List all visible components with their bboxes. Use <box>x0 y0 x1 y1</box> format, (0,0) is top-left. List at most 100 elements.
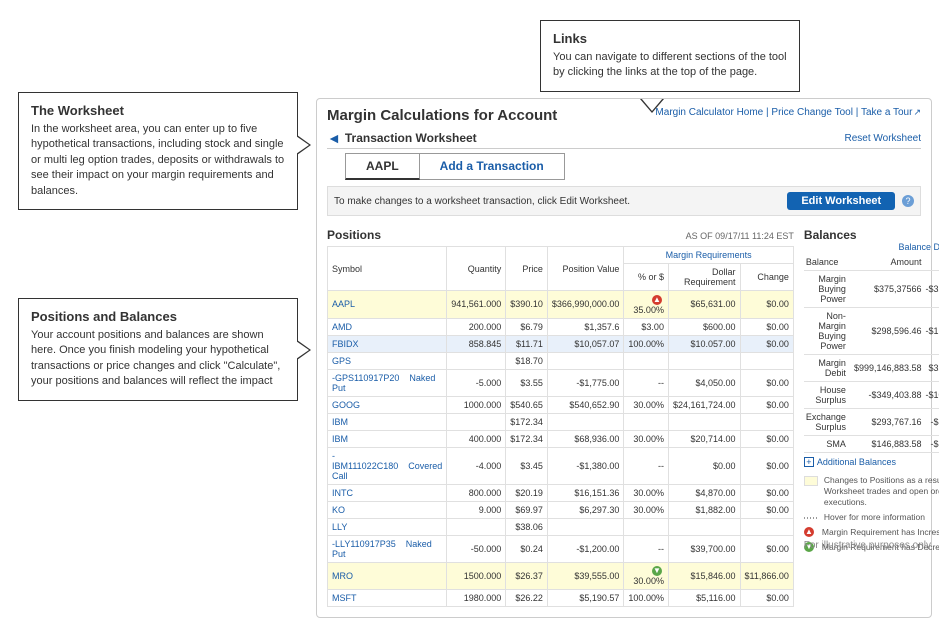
table-row: KO9.000$69.97$6,297.3030.00%$1,882.00$0.… <box>328 501 794 518</box>
col-group-margin[interactable]: Margin Requirements <box>624 247 793 264</box>
table-row: -LLY110917P35 Naked Put-50.000$0.24-$1,2… <box>328 535 794 562</box>
symbol-cell[interactable]: IBM <box>328 430 447 447</box>
qty-cell: 1500.000 <box>447 562 506 590</box>
balance-label: Margin Buying Power <box>804 271 852 308</box>
page-title: Margin Calculations for Account <box>327 107 557 124</box>
price-cell: $172.34 <box>506 430 548 447</box>
dollarreq-cell: $4,050.00 <box>668 369 740 396</box>
balance-row: SMA$146,883.58-$8,394.88 <box>804 436 939 453</box>
posval-cell: $1,357.6 <box>547 318 624 335</box>
change-cell <box>740 413 793 430</box>
balance-amount: $293,767.16 <box>852 409 924 436</box>
posval-cell: $6,297.30 <box>547 501 624 518</box>
symbol-cell[interactable]: MSFT <box>328 590 447 607</box>
symbol-cell[interactable]: IBM <box>328 413 447 430</box>
dollarreq-cell: $65,631.00 <box>668 291 740 319</box>
pct-cell: $3.00 <box>624 318 669 335</box>
price-cell: $26.22 <box>506 590 548 607</box>
balance-label: SMA <box>804 436 852 453</box>
table-row: MSFT1980.000$26.22$5,190.57100.00%$5,116… <box>328 590 794 607</box>
qty-cell <box>447 518 506 535</box>
help-icon[interactable]: ? <box>902 195 914 207</box>
posval-cell: $10,057.07 <box>547 335 624 352</box>
posval-cell: $39,555.00 <box>547 562 624 590</box>
callout-worksheet-pointer <box>297 135 311 155</box>
positions-asof: AS OF 09/17/11 11:24 EST <box>686 231 794 241</box>
edit-worksheet-button[interactable]: Edit Worksheet <box>787 192 895 210</box>
symbol-cell[interactable]: INTC <box>328 484 447 501</box>
collapse-icon[interactable]: ◄ <box>327 130 341 146</box>
nav-price-link[interactable]: Price Change Tool <box>771 107 853 118</box>
col-posval: Position Value <box>547 247 624 291</box>
symbol-cell[interactable]: -GPS110917P20 Naked Put <box>328 369 447 396</box>
bal-col-balance: Balance <box>804 254 852 271</box>
up-icon: ▲ <box>652 295 662 305</box>
col-change: Change <box>740 264 793 291</box>
pct-cell: ▼30.00% <box>624 562 669 590</box>
tab-aapl[interactable]: AAPL <box>345 153 420 180</box>
worksheet-title: Transaction Worksheet <box>345 131 477 145</box>
change-cell: $0.00 <box>740 535 793 562</box>
dollarreq-cell: $4,870.00 <box>668 484 740 501</box>
pct-cell: ▲35.00% <box>624 291 669 319</box>
qty-cell: 800.000 <box>447 484 506 501</box>
symbol-cell[interactable]: -LLY110917P35 Naked Put <box>328 535 447 562</box>
legend-yellow-text: Changes to Positions as a result of Work… <box>824 475 939 508</box>
callout-positions-title: Positions and Balances <box>31 309 285 324</box>
table-row: GOOG1000.000$540.65$540,652.9030.00%$24,… <box>328 396 794 413</box>
posval-cell: $366,990,000.00 <box>547 291 624 319</box>
dollarreq-cell <box>668 518 740 535</box>
change-cell: $0.00 <box>740 369 793 396</box>
symbol-cell[interactable]: GOOG <box>328 396 447 413</box>
dollarreq-cell: $24,161,724.00 <box>668 396 740 413</box>
callout-positions: Positions and Balances Your account posi… <box>18 298 298 401</box>
pct-cell: -- <box>624 535 669 562</box>
bal-col-amount: Amount <box>852 254 924 271</box>
dollarreq-cell: $0.00 <box>668 447 740 484</box>
change-cell: $0.00 <box>740 430 793 447</box>
pct-cell: 30.00% <box>624 396 669 413</box>
dollarreq-cell: $5,116.00 <box>668 590 740 607</box>
callout-positions-body: Your account positions and balances are … <box>31 328 285 390</box>
symbol-cell[interactable]: FBIDX <box>328 335 447 352</box>
legend-hover-text: Hover for more information <box>824 512 925 523</box>
qty-cell: 858.845 <box>447 335 506 352</box>
table-row: IBM$172.34 <box>328 413 794 430</box>
price-cell: $3.45 <box>506 447 548 484</box>
balance-definitions-link[interactable]: Balance Definitions <box>804 242 939 252</box>
balances-table: Balance Amount Change Margin Buying Powe… <box>804 254 939 453</box>
additional-balances-link[interactable]: +Additional Balances <box>804 457 939 467</box>
balance-change: -$16,433.00 <box>924 308 939 355</box>
plus-icon: + <box>804 457 814 467</box>
price-cell: $18.70 <box>506 352 548 369</box>
nav-home-link[interactable]: Margin Calculator Home <box>655 107 763 118</box>
symbol-cell[interactable]: LLY <box>328 518 447 535</box>
callout-links-body: You can navigate to different sections o… <box>553 50 787 81</box>
pct-cell: -- <box>624 447 669 484</box>
legend-swatch-yellow <box>804 476 818 486</box>
symbol-cell[interactable]: GPS <box>328 352 447 369</box>
balance-change: -$8,525.00 <box>924 409 939 436</box>
pct-cell: 100.00% <box>624 335 669 352</box>
table-row: AAPL941,561.000$390.10$366,990,000.00▲35… <box>328 291 794 319</box>
qty-cell: 1000.000 <box>447 396 506 413</box>
qty-cell: 941,561.000 <box>447 291 506 319</box>
posval-cell: $540,652.90 <box>547 396 624 413</box>
qty-cell: -50.000 <box>447 535 506 562</box>
symbol-cell[interactable]: MRO <box>328 562 447 590</box>
posval-cell: -$1,380.00 <box>547 447 624 484</box>
col-dollarreq: Dollar Requirement <box>668 264 740 291</box>
nav-tour-link[interactable]: Take a Tour <box>861 107 921 118</box>
symbol-cell[interactable]: -IBM111022C180 Covered Call <box>328 447 447 484</box>
symbol-cell[interactable]: KO <box>328 501 447 518</box>
dollarreq-cell: $600.00 <box>668 318 740 335</box>
symbol-cell[interactable]: AAPL <box>328 291 447 319</box>
symbol-cell[interactable]: AMD <box>328 318 447 335</box>
tab-add-transaction[interactable]: Add a Transaction <box>420 153 565 180</box>
callout-worksheet-body: In the worksheet area, you can enter up … <box>31 122 285 199</box>
reset-worksheet-link[interactable]: Reset Worksheet <box>844 133 921 144</box>
pct-cell <box>624 518 669 535</box>
table-row: AMD200.000$6.79$1,357.6$3.00$600.00$0.00 <box>328 318 794 335</box>
price-cell: $20.19 <box>506 484 548 501</box>
legend-swatch-dots <box>804 517 818 519</box>
